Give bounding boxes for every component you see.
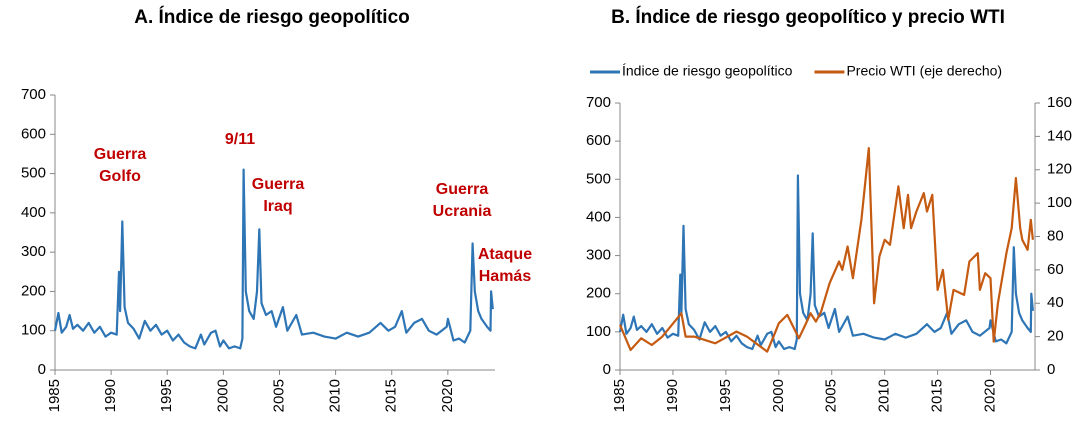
annotation-line: Guerra: [252, 176, 305, 193]
x-tick-label: 1990: [102, 379, 119, 412]
y2-tick-label: 40: [1047, 294, 1064, 311]
y-tick-label: 0: [603, 361, 611, 378]
y-tick-label: 500: [21, 165, 46, 182]
x-tick-label: 2015: [383, 379, 400, 412]
legend-label: Índice de riesgo geopolítico: [622, 63, 793, 79]
annotation-line: Hamás: [479, 268, 532, 285]
y-tick-label: 300: [21, 243, 46, 260]
x-tick-label: 2005: [823, 379, 840, 412]
annotation-line: Iraq: [263, 198, 292, 215]
y2-tick-label: 20: [1047, 328, 1064, 345]
annotation-line: Ucrania: [433, 203, 492, 220]
y2-tick-label: 60: [1047, 261, 1064, 278]
x-tick-label: 2020: [439, 379, 456, 412]
y2-tick-label: 160: [1047, 94, 1072, 111]
annotation-line: Guerra: [436, 181, 489, 198]
x-tick-label: 1985: [611, 379, 628, 412]
annotation: Ataque Hamás: [478, 246, 532, 285]
y2-tick-label: 100: [1047, 194, 1072, 211]
x-tick-label: 2020: [982, 379, 999, 412]
x-tick-label: 1990: [664, 379, 681, 412]
chart-title: B. Índice de riesgo geopolítico y precio…: [611, 6, 1005, 28]
x-tick-label: 2005: [270, 379, 287, 412]
annotation: 9/11: [225, 131, 255, 148]
series-line: [618, 147, 1034, 353]
x-tick-label: 1995: [158, 379, 175, 412]
y-tick-label: 100: [21, 322, 46, 339]
y-tick-label: 600: [21, 125, 46, 142]
x-tick-label: 2000: [770, 379, 787, 412]
y-tick-label: 400: [586, 208, 611, 225]
y-tick-label: 300: [586, 247, 611, 264]
annotation: Guerra Ucrania: [433, 181, 492, 220]
annotation-line: 9/11: [225, 131, 255, 148]
legend-label: Precio WTI (eje derecho): [846, 63, 1002, 79]
y2-tick-label: 80: [1047, 227, 1064, 244]
y-tick-label: 700: [586, 94, 611, 111]
chart-title: A. Índice de riesgo geopolítico: [134, 6, 410, 28]
y2-tick-label: 140: [1047, 127, 1072, 144]
annotation-line: Guerra: [94, 146, 147, 163]
y-tick-label: 0: [38, 361, 46, 378]
x-tick-label: 2000: [214, 379, 231, 412]
annotation-line: Golfo: [99, 168, 141, 185]
y2-tick-label: 0: [1047, 361, 1055, 378]
y-tick-label: 100: [586, 323, 611, 340]
annotation: Guerra Golfo: [94, 146, 147, 185]
x-tick-label: 1985: [46, 379, 63, 412]
x-tick-label: 2010: [876, 379, 893, 412]
y-tick-label: 200: [586, 285, 611, 302]
y-tick-label: 600: [586, 132, 611, 149]
annotation-line: Ataque: [478, 246, 532, 263]
annotation: Guerra Iraq: [252, 176, 305, 215]
y-tick-label: 200: [21, 282, 46, 299]
y-tick-label: 500: [586, 170, 611, 187]
x-tick-label: 1995: [717, 379, 734, 412]
series-line: [53, 168, 494, 350]
x-tick-label: 2010: [327, 379, 344, 412]
y-tick-label: 700: [21, 86, 46, 103]
x-tick-label: 2015: [929, 379, 946, 412]
y2-tick-label: 120: [1047, 161, 1072, 178]
series-line: [618, 174, 1034, 351]
y-tick-label: 400: [21, 204, 46, 221]
